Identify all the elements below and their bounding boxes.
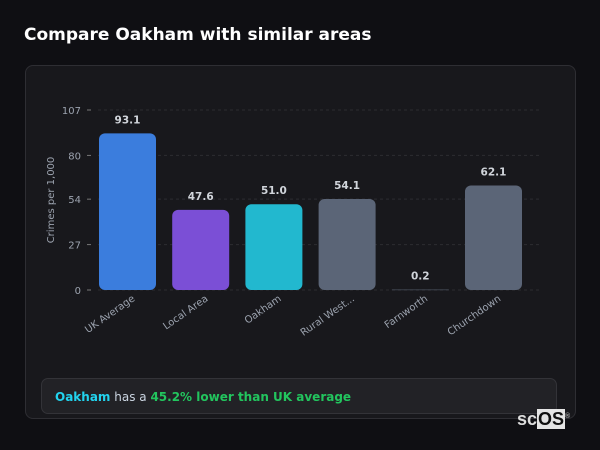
bar-value-label: 54.1: [334, 180, 360, 192]
y-tick-label: 54: [68, 195, 81, 206]
logo: scOS®: [517, 409, 571, 429]
summary-text: has a: [110, 390, 151, 404]
bar-value-label: 47.6: [188, 191, 214, 203]
bar-value-label: 93.1: [115, 114, 141, 126]
summary-area: Oakham: [55, 390, 111, 404]
bar-value-label: 0.2: [411, 271, 430, 283]
y-tick-label: 80: [68, 151, 81, 162]
x-tick-label: Local Area: [161, 293, 210, 332]
x-tick-label: Oakham: [243, 293, 284, 326]
y-axis-label: Crimes per 1,000: [46, 157, 57, 244]
y-tick-label: 27: [68, 241, 81, 252]
bar[interactable]: [245, 204, 303, 290]
bar[interactable]: [391, 289, 449, 291]
bar[interactable]: [172, 209, 230, 290]
summary-box: Oakham has a 45.2% lower than UK average: [41, 378, 557, 414]
x-tick-label: Rural West...: [299, 293, 357, 338]
y-tick-label: 107: [62, 106, 81, 117]
bar-value-label: 51.0: [261, 185, 287, 197]
bar[interactable]: [318, 198, 376, 290]
bar-value-label: 62.1: [481, 167, 507, 179]
bar[interactable]: [99, 133, 156, 290]
x-tick-label: Churchdown: [446, 293, 503, 338]
x-tick-label: UK Average: [83, 293, 137, 335]
summary-comparison: 45.2% lower than UK average: [150, 390, 352, 404]
y-tick-label: 0: [75, 286, 81, 297]
bar[interactable]: [465, 185, 522, 290]
x-tick-label: Farnworth: [383, 293, 430, 331]
page-title: Compare Oakham with similar areas: [24, 25, 372, 45]
